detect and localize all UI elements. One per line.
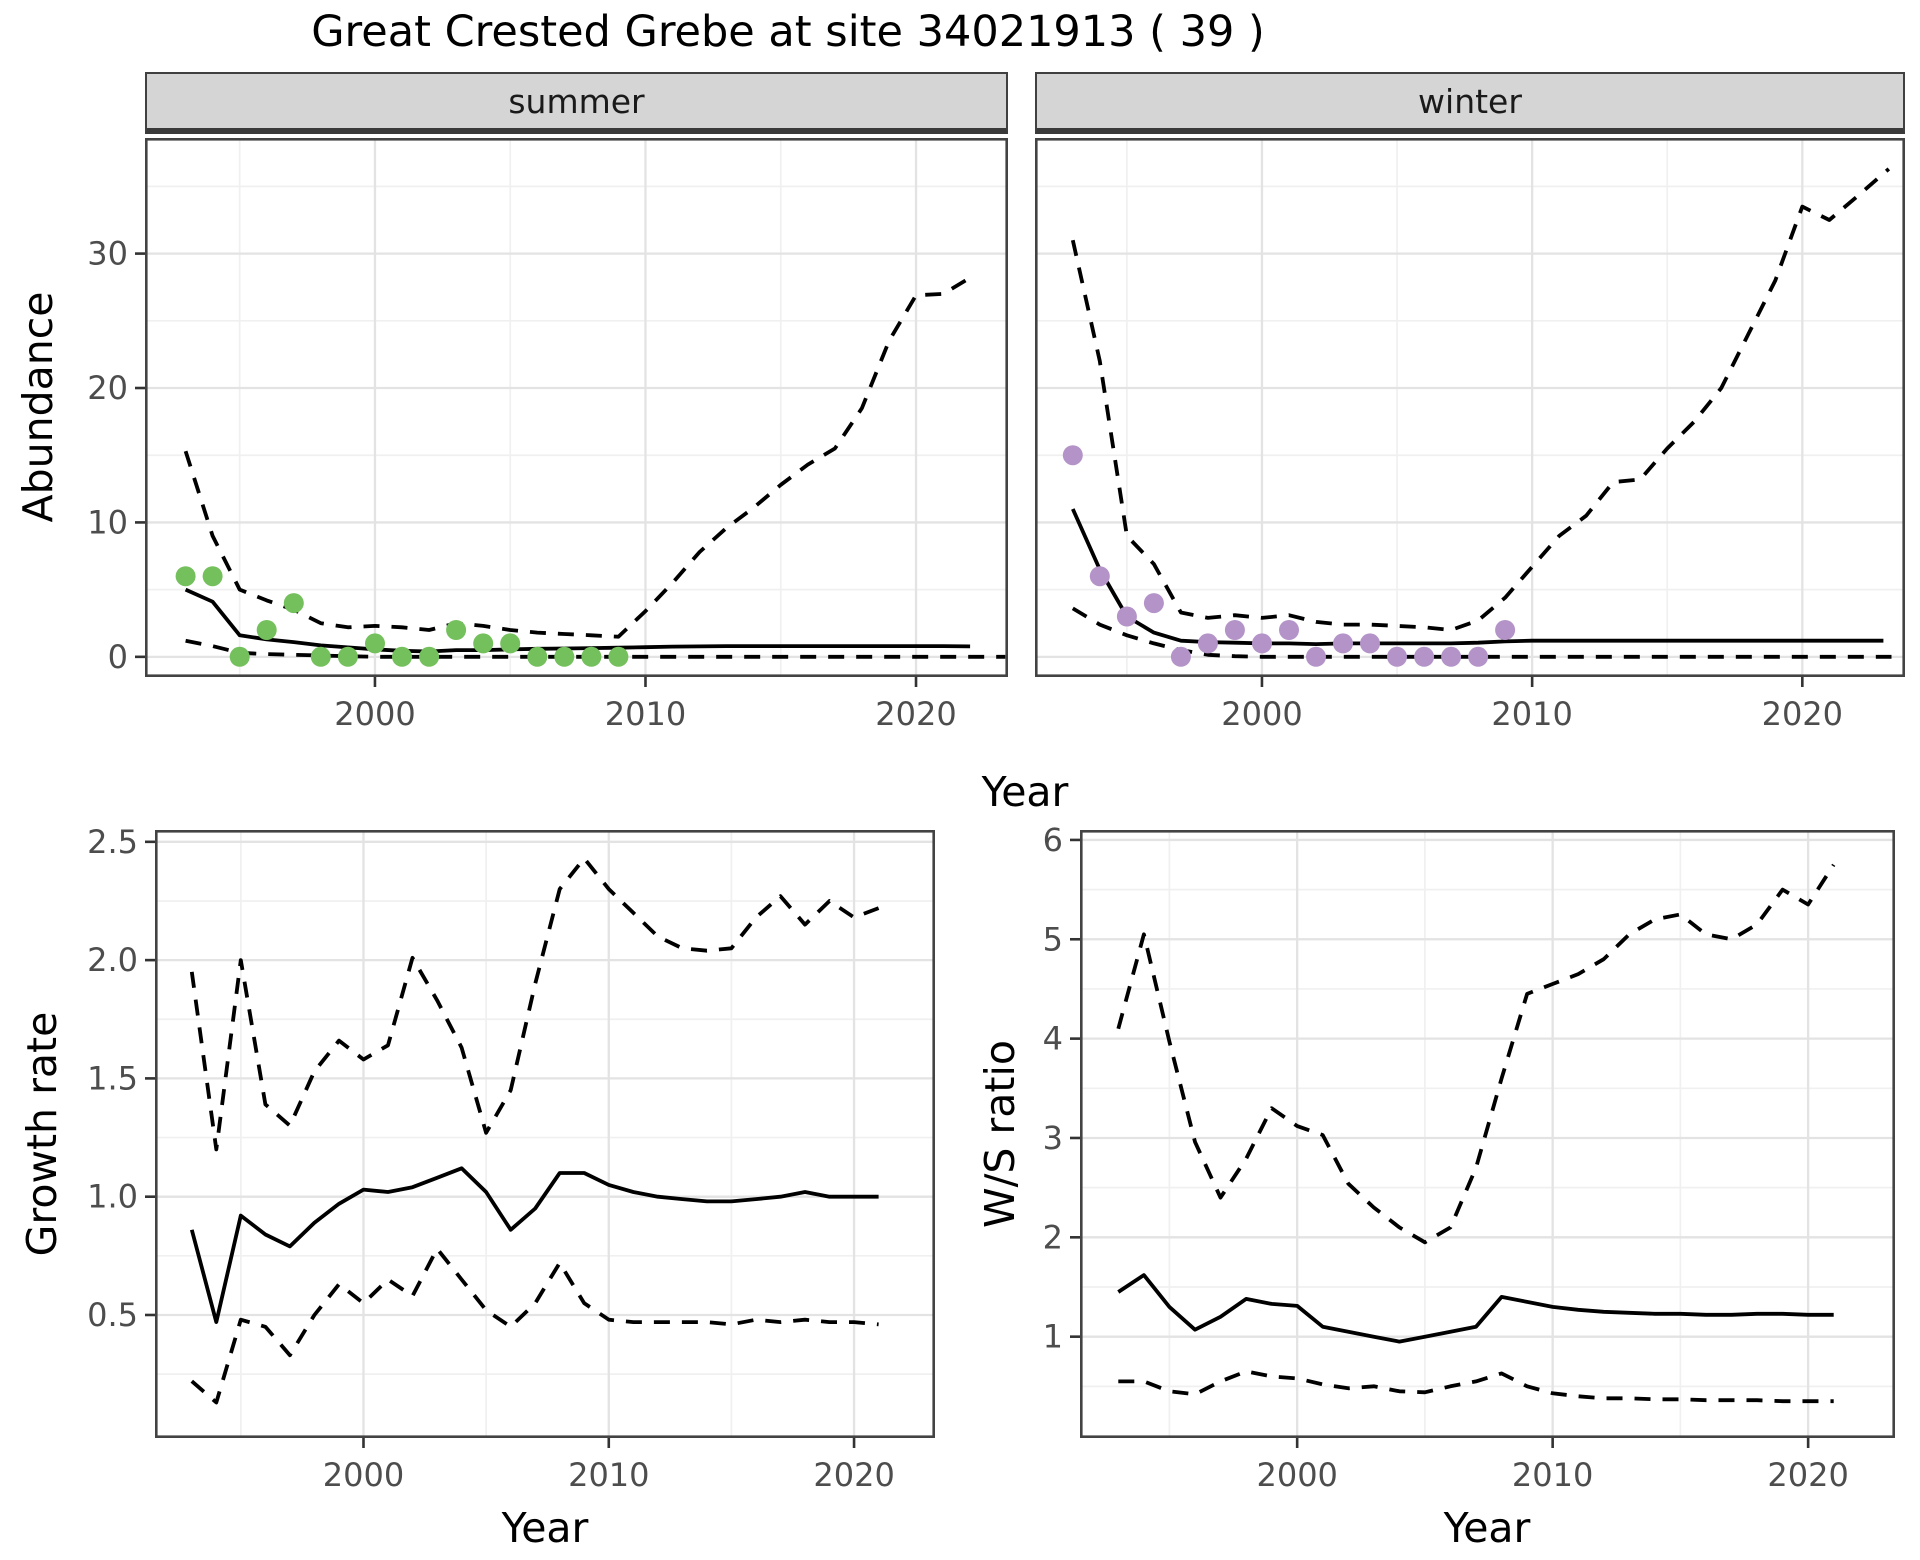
winter-observed-point (1279, 620, 1299, 640)
growth-y-tick-label: 1.5 (87, 1059, 138, 1097)
winter-observed-point (1333, 633, 1353, 654)
winter-x-tick-label: 2000 (1221, 695, 1302, 733)
winter-observed-point (1360, 633, 1380, 654)
summer-observed-point (283, 593, 304, 614)
winter-observed-point (1495, 620, 1516, 640)
facet-strip-summer: summer (145, 72, 1008, 134)
panel-ws-ratio: 2000 2010 2020 1 2 3 4 5 6 (1043, 821, 1896, 1494)
ws-y-tick-label: 3 (1043, 1119, 1063, 1157)
winter-observed-point (1170, 646, 1191, 667)
ws-upper-ci-line (1116, 863, 1836, 1245)
winter-observed-point (1224, 620, 1245, 640)
summer-observed-point (419, 646, 440, 667)
winter-x-tick-label: 2010 (1491, 695, 1572, 733)
growth-lower-ci-line (190, 1246, 879, 1405)
panel-growth-rate: 2000 2010 2020 0.5 1.0 1.5 2.0 2.5 (87, 823, 936, 1494)
summer-y-tick-label: 30 (87, 235, 128, 273)
growth-fitted-line (189, 1166, 879, 1324)
x-axis-label-year-ws: Year (1443, 1504, 1531, 1552)
winter-observed-point (1468, 646, 1489, 667)
winter-observed-point (1387, 646, 1407, 667)
winter-observed-point (1441, 646, 1462, 667)
growth-x-tick-label: 2000 (323, 1456, 404, 1494)
growth-x-tick-label: 2010 (568, 1456, 649, 1494)
summer-x-tick-label: 2020 (875, 695, 956, 733)
summer-observed-point (365, 633, 385, 654)
winter-observed-point (1089, 566, 1110, 587)
growth-y-tick-label: 1.0 (87, 1178, 138, 1216)
ws-y-tick-label: 5 (1043, 920, 1063, 958)
summer-y-tick-label: 20 (87, 369, 128, 407)
panel-summer-abundance: 2000 2010 2020 0 10 20 30 (87, 137, 1009, 733)
summer-observed-point (229, 646, 250, 667)
winter-fitted-line (1071, 508, 1884, 646)
y-axis-label-ws-ratio: W/S ratio (976, 1040, 1024, 1228)
summer-observed-point (554, 646, 575, 667)
facet-strip-winter: winter (1035, 72, 1905, 134)
winter-x-tick-label: 2020 (1762, 695, 1843, 733)
summer-observed-point (500, 633, 521, 654)
summer-fitted-line (184, 587, 971, 654)
winter-observed-point (1414, 646, 1435, 667)
summer-observed-point (256, 620, 277, 640)
winter-lower-ci-line (1071, 606, 1892, 659)
summer-observed-point (392, 646, 412, 667)
growth-upper-ci-line (189, 856, 880, 1152)
ws-x-tick-label: 2020 (1767, 1456, 1848, 1494)
winter-observed-point (1197, 633, 1218, 654)
x-axis-label-year-top: Year (981, 768, 1069, 816)
facet-strip-winter-label: winter (1418, 81, 1522, 121)
summer-y-tick-label: 0 (108, 638, 128, 676)
x-axis-label-year-growth: Year (501, 1504, 589, 1552)
summer-observed-point (446, 620, 467, 640)
growth-x-tick-label: 2020 (813, 1456, 894, 1494)
ws-x-tick-label: 2010 (1512, 1456, 1593, 1494)
winter-observed-point (1116, 606, 1137, 627)
ws-y-tick-label: 6 (1043, 821, 1063, 859)
growth-y-tick-label: 0.5 (87, 1296, 138, 1334)
summer-x-tick-label: 2000 (334, 695, 415, 733)
winter-observed-point (1252, 633, 1272, 654)
summer-observed-point (581, 646, 602, 667)
facet-strip-summer-label: summer (508, 81, 645, 121)
panel-winter-abundance: 2000 2010 2020 (1034, 137, 1906, 733)
winter-observed-point (1143, 593, 1164, 614)
ws-x-tick-label: 2000 (1256, 1456, 1337, 1494)
y-axis-label-abundance: Abundance (14, 291, 62, 523)
y-axis-label-growth-rate: Growth rate (18, 1011, 66, 1257)
winter-observed-point (1306, 646, 1326, 667)
summer-observed-point (175, 566, 196, 587)
summer-upper-ci-line (183, 276, 972, 639)
ws-fitted-line (1117, 1273, 1834, 1344)
ws-lower-ci-line (1118, 1369, 1834, 1404)
summer-x-tick-label: 2010 (605, 695, 686, 733)
ws-y-tick-label: 2 (1043, 1218, 1063, 1256)
summer-observed-point (310, 646, 331, 667)
summer-observed-point (527, 646, 548, 667)
summer-observed-point (337, 646, 358, 667)
ws-y-tick-label: 1 (1043, 1318, 1063, 1356)
growth-y-tick-label: 2.5 (87, 823, 138, 861)
summer-y-tick-label: 10 (87, 503, 128, 541)
summer-observed-point (473, 633, 494, 654)
winter-observed-point (1062, 445, 1083, 466)
winter-upper-ci-line (1070, 167, 1891, 632)
summer-observed-point (608, 646, 629, 667)
chart-title: Great Crested Grebe at site 34021913 ( 3… (311, 7, 1265, 57)
summer-observed-point (202, 566, 223, 587)
ws-y-tick-label: 4 (1043, 1020, 1063, 1058)
growth-y-tick-label: 2.0 (87, 941, 138, 979)
